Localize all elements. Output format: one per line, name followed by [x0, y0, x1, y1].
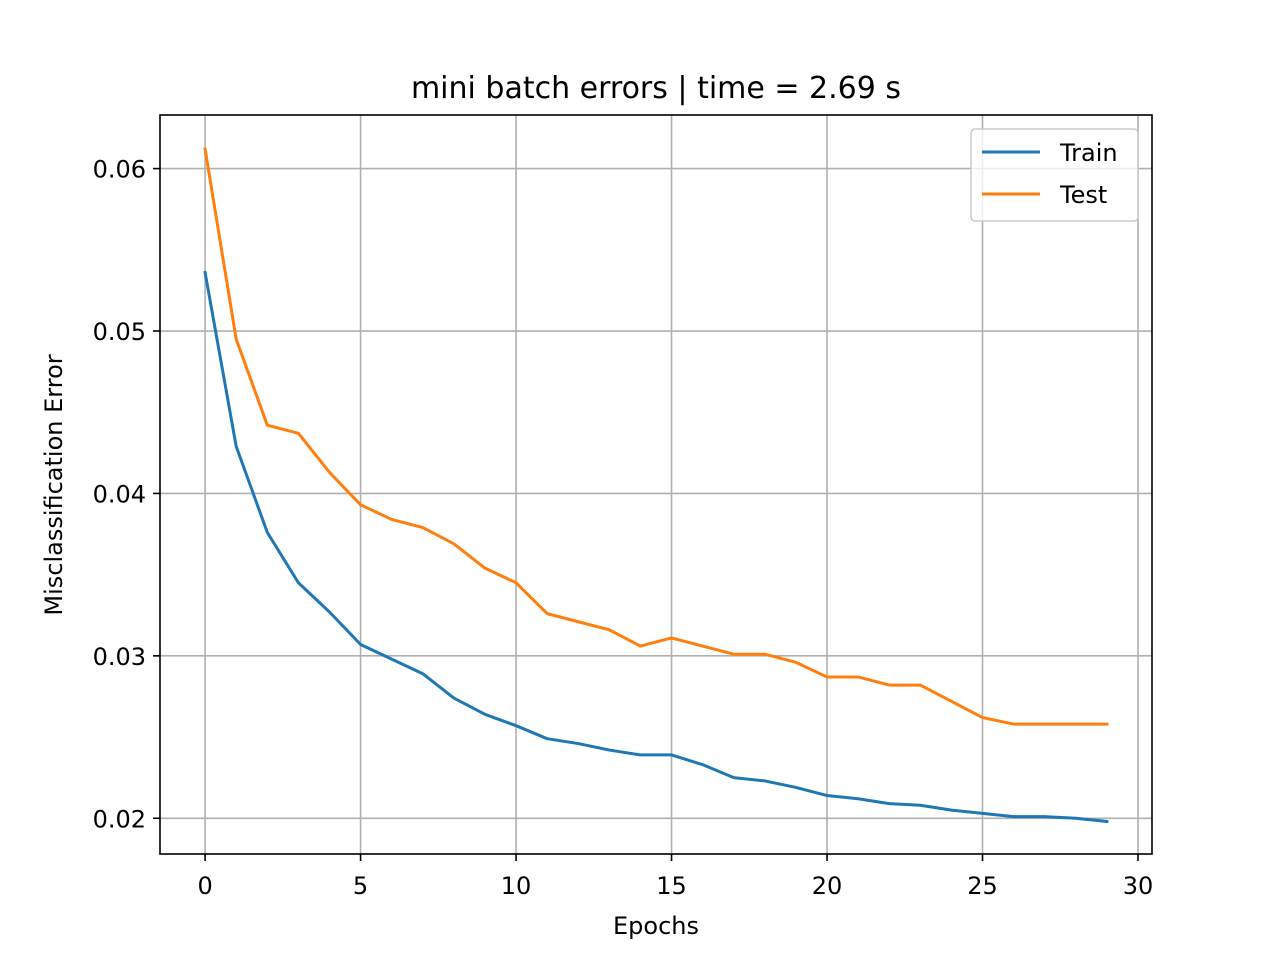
y-tick-label: 0.06	[93, 156, 146, 184]
x-axis-label: Epochs	[613, 912, 699, 940]
x-tick-label: 5	[353, 872, 368, 900]
x-tick-label: 10	[501, 872, 532, 900]
y-tick-label: 0.05	[93, 318, 146, 346]
legend: Train Test	[970, 128, 1139, 222]
ticks: 0 5 10 15 20 25 30 0.02 0.03 0.04 0.05 0.06	[93, 156, 1154, 900]
series-layer	[203, 147, 1109, 824]
y-axis-label: Misclassification Error	[40, 354, 68, 615]
x-tick-label: 25	[967, 872, 998, 900]
legend-label-test: Test	[1059, 181, 1107, 209]
legend-label-train: Train	[1059, 139, 1118, 167]
y-tick-label: 0.04	[93, 480, 146, 508]
x-tick-label: 15	[656, 872, 687, 900]
y-tick-label: 0.03	[93, 643, 146, 671]
y-tick-label: 0.02	[93, 805, 146, 833]
grid	[160, 115, 1152, 854]
series-line-test	[203, 147, 1109, 726]
x-tick-label: 0	[197, 872, 212, 900]
x-tick-label: 20	[812, 872, 843, 900]
series-line-train	[203, 270, 1109, 824]
plot-frame	[159, 114, 1153, 855]
chart-title: mini batch errors | time = 2.69 s	[411, 71, 901, 106]
x-tick-label: 30	[1123, 872, 1154, 900]
